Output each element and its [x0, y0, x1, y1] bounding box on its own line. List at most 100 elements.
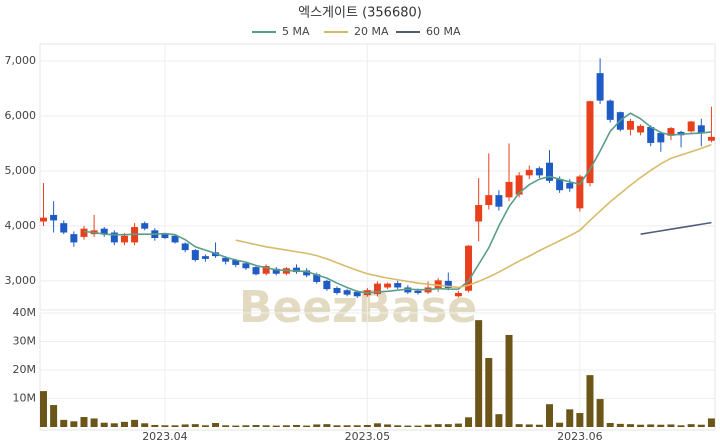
- legend-label: 20 MA: [354, 25, 389, 38]
- y-tick-label: 6,000: [5, 109, 37, 122]
- volume-bar: [566, 409, 574, 427]
- y-tick-label: 3,000: [5, 274, 37, 287]
- candle-body: [353, 291, 361, 297]
- volume-bar: [242, 425, 250, 427]
- candle-body: [495, 195, 503, 207]
- volume-bar: [70, 421, 78, 427]
- volume-bar: [515, 424, 523, 427]
- candle-body: [637, 125, 645, 133]
- volume-bar: [465, 417, 473, 427]
- ma-line: [235, 143, 712, 289]
- volume-bar: [171, 425, 179, 427]
- candle-body: [343, 290, 351, 295]
- volume-bar: [677, 425, 685, 427]
- volume-bar: [434, 424, 442, 427]
- volume-bar: [556, 422, 564, 427]
- chart-title: 엑스게이트 (356680): [298, 6, 422, 21]
- x-tick-label: 2023.04: [142, 430, 188, 443]
- candle-body: [70, 234, 78, 243]
- legend-label: 5 MA: [282, 25, 310, 38]
- y-tick-label: 5,000: [5, 164, 37, 177]
- candle-body: [647, 126, 655, 143]
- volume-bar: [333, 425, 341, 427]
- candle-body: [596, 73, 604, 101]
- candle-body: [434, 280, 442, 289]
- volume-bar: [141, 423, 149, 427]
- candle-body: [293, 267, 300, 273]
- volume-bar: [80, 417, 88, 427]
- volume-bar: [707, 418, 715, 427]
- watermark: BeezBase: [239, 282, 477, 333]
- candle-body: [697, 125, 705, 133]
- candle-body: [191, 250, 199, 260]
- volume-bar: [363, 425, 371, 427]
- volume-bar: [252, 425, 260, 427]
- volume-bar: [454, 423, 462, 427]
- volume-bar: [212, 423, 220, 427]
- candle-body: [505, 181, 513, 198]
- candle-body: [80, 228, 88, 237]
- volume-bar: [272, 425, 280, 427]
- volume-bar: [485, 358, 493, 427]
- candle-body: [50, 214, 58, 221]
- candle-body: [465, 245, 473, 291]
- price-panel: [39, 43, 716, 311]
- volume-bar: [353, 425, 361, 427]
- volume-bar: [394, 425, 402, 427]
- volume-bar: [404, 425, 412, 427]
- candle-body: [707, 136, 715, 141]
- volume-bar: [475, 320, 483, 427]
- volume-bar: [697, 424, 705, 427]
- candle-body: [586, 101, 594, 184]
- volume-bar: [647, 424, 655, 427]
- candle-body: [333, 288, 341, 293]
- y-tick-label: 20M: [13, 363, 37, 376]
- candle-body: [566, 183, 574, 189]
- candle-body: [687, 121, 695, 132]
- candle-body: [384, 283, 392, 288]
- volume-bar: [151, 425, 159, 427]
- candle-body: [535, 168, 543, 176]
- volume-bar: [444, 424, 452, 427]
- volume-bar: [586, 375, 594, 427]
- candle-body: [313, 274, 321, 282]
- candle-body: [100, 228, 108, 235]
- volume-bar: [667, 424, 675, 427]
- volume-bar: [293, 425, 300, 427]
- volume-bar: [201, 425, 209, 427]
- candle-body: [657, 133, 665, 143]
- candle-body: [141, 223, 149, 229]
- volume-bar: [384, 424, 392, 427]
- volume-bar: [232, 425, 240, 427]
- volume-bar: [505, 334, 513, 427]
- candle-body: [546, 162, 553, 181]
- volume-bar: [120, 421, 128, 427]
- candle-body: [272, 268, 280, 274]
- candle-body: [576, 176, 584, 209]
- candle-body: [454, 292, 462, 297]
- volume-bar: [262, 425, 270, 427]
- volume-bar: [181, 424, 189, 427]
- volume-bar: [535, 424, 543, 427]
- volume-bar: [323, 424, 331, 427]
- volume-bar: [637, 424, 645, 427]
- candle-body: [626, 120, 634, 130]
- candle-body: [201, 256, 209, 259]
- y-tick-label: 30M: [13, 335, 37, 348]
- volume-bar: [60, 419, 68, 427]
- volume-bar: [576, 413, 584, 427]
- candle-body: [40, 217, 47, 222]
- candle-body: [525, 169, 533, 176]
- candle-body: [222, 257, 230, 262]
- volume-bar: [50, 405, 58, 427]
- volume-bar: [40, 391, 47, 427]
- volume-bar: [596, 399, 604, 427]
- candle-body: [303, 270, 311, 276]
- volume-bar: [343, 425, 351, 427]
- ma-line: [640, 221, 712, 235]
- candle-body: [515, 175, 523, 195]
- y-tick-label: 7,000: [5, 54, 37, 67]
- volume-bar: [525, 424, 533, 427]
